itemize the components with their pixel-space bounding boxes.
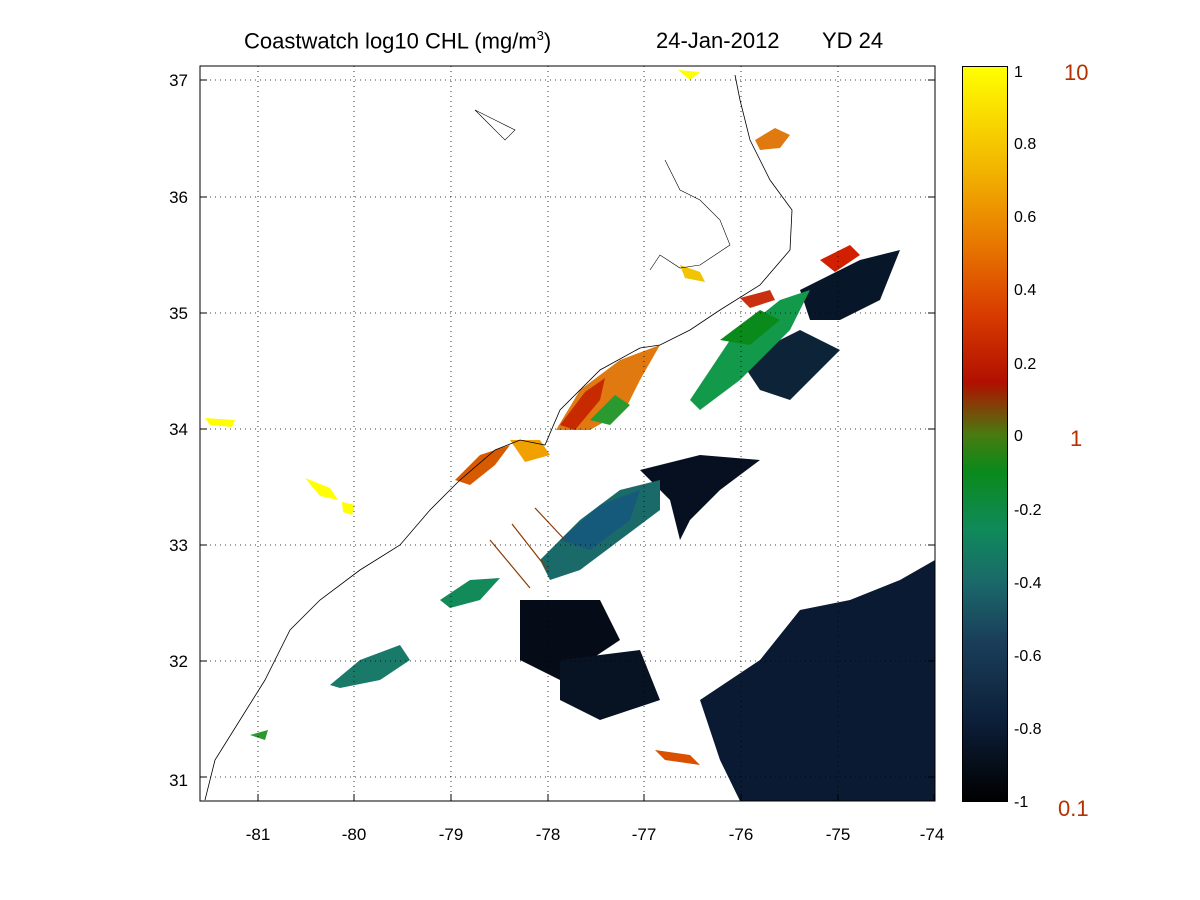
y-tick-label: 33 — [169, 536, 188, 555]
colorbar-tick-label: 0.2 — [1014, 356, 1037, 373]
colorbar-tick-label: 0.4 — [1014, 282, 1037, 299]
title-date: 24-Jan-2012 — [656, 28, 780, 53]
chl-patch-midshelf-33b — [560, 490, 640, 550]
chl-patch-onslow-bay-red — [560, 378, 605, 430]
colorbar-tick-label: 0.8 — [1014, 136, 1037, 153]
map-title: Coastwatch log10 CHL (mg/m3) 24-Jan-2012… — [200, 28, 940, 62]
title-main: Coastwatch log10 CHL (mg/m — [244, 28, 537, 54]
chl-patch-deep-southeast — [700, 560, 935, 801]
y-tick-label: 36 — [169, 188, 188, 207]
colorbar-tick-label: -0.6 — [1014, 648, 1042, 665]
transect-line-1 — [489, 539, 531, 589]
colorbar-tick-label: -0.2 — [1014, 502, 1042, 519]
colorbar-tick-label: 0.6 — [1014, 209, 1037, 226]
chl-patch-onslow-bay-green — [590, 395, 630, 425]
colorbar-linear-label-min: 0.1 — [1058, 796, 1089, 821]
chl-patch-long-bay — [455, 445, 510, 485]
chl-patch-shelf-34b — [720, 310, 780, 345]
title-close: ) — [543, 28, 552, 54]
chl-patch-pamlico-south — [740, 290, 775, 308]
x-tick-label: -81 — [246, 825, 271, 844]
x-tick-label: -75 — [826, 825, 851, 844]
x-tick-label: -80 — [342, 825, 367, 844]
chl-patch-offshore-35 — [800, 250, 900, 320]
colorbar-tick-label: 1 — [1014, 64, 1023, 81]
x-tick-label: -74 — [920, 825, 945, 844]
chl-patch-sw-green — [250, 730, 268, 740]
title-yearday: YD 24 — [822, 28, 884, 53]
x-tick-label: -77 — [632, 825, 657, 844]
colorbar-tick-label: -0.4 — [1014, 575, 1042, 592]
colorbar-linear-label-max: 10 — [1064, 60, 1089, 85]
chlorophyll-data-layer — [205, 70, 935, 801]
chl-patch-gulfstream-north — [640, 455, 760, 540]
title-superscript: 3 — [536, 28, 544, 43]
x-tick-label: -76 — [729, 825, 754, 844]
y-tick-label: 35 — [169, 304, 188, 323]
coastline — [204, 74, 793, 801]
sound-outline — [649, 159, 731, 271]
y-tick-labels: 37 36 35 34 33 32 31 — [169, 71, 188, 790]
y-tick-marks — [200, 79, 935, 778]
colorbar — [962, 66, 1008, 802]
x-tick-label: -79 — [439, 825, 464, 844]
chl-patch-shelf-32-5 — [440, 578, 500, 608]
x-tick-labels: -81 -80 -79 -78 -77 -76 -75 -74 — [246, 825, 945, 844]
colorbar-gradient — [962, 66, 1008, 802]
chl-patch-lake-yellow-2 — [342, 502, 355, 515]
chl-patch-cape-fear — [510, 440, 550, 462]
chl-patch-albemarle — [755, 128, 790, 150]
chl-patch-lake-yellow — [305, 478, 338, 500]
colorbar-tick-label: 0 — [1014, 428, 1023, 445]
colorbar-linear-label-mid: 1 — [1070, 426, 1083, 451]
y-tick-label: 32 — [169, 652, 188, 671]
chl-patch-south-red — [655, 750, 700, 765]
lake-outline — [474, 109, 516, 141]
chl-patch-chesapeake — [678, 70, 700, 80]
y-tick-label: 31 — [169, 771, 188, 790]
plot-frame — [199, 65, 936, 802]
x-tick-label: -78 — [536, 825, 561, 844]
chl-patch-s-scatter — [560, 650, 660, 720]
x-tick-marks — [257, 794, 935, 801]
y-tick-label: 37 — [169, 71, 188, 90]
colorbar-tick-label: -0.8 — [1014, 721, 1042, 738]
chl-patch-midshelf-32 — [330, 645, 410, 688]
chl-patch-pamlico — [680, 265, 705, 282]
chl-patch-sw-scatter — [520, 600, 620, 680]
transect-line-2 — [511, 523, 549, 571]
chl-patch-lake-nw — [205, 418, 235, 427]
colorbar-tick-label: -1 — [1014, 794, 1029, 811]
y-tick-label: 34 — [169, 420, 188, 439]
transect-line-3 — [534, 507, 566, 541]
chl-patch-raleigh-bay — [820, 245, 860, 272]
